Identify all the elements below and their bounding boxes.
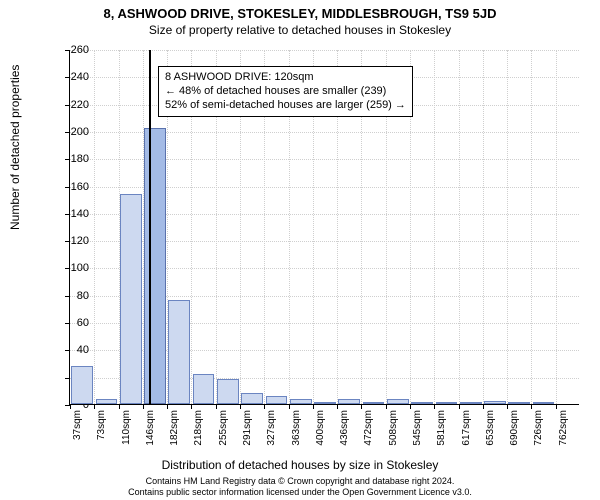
grid-line-v <box>556 50 557 404</box>
histogram-bar <box>266 396 288 404</box>
x-tick-label: 218sqm <box>193 410 204 446</box>
histogram-bar <box>314 402 336 404</box>
x-tick-mark <box>289 404 290 409</box>
grid-line-v <box>483 50 484 404</box>
x-tick-mark <box>94 404 95 409</box>
x-axis-title: Distribution of detached houses by size … <box>0 458 600 472</box>
x-tick-mark <box>410 404 411 409</box>
histogram-bar <box>484 401 506 404</box>
histogram-bar <box>193 374 215 404</box>
plot-area: 0204060801001201401601802002202402608 AS… <box>69 50 579 405</box>
x-tick-mark <box>361 404 362 409</box>
x-tick-label: 508sqm <box>388 410 399 446</box>
page-subtitle: Size of property relative to detached ho… <box>0 23 600 37</box>
x-tick-label: 363sqm <box>291 410 302 446</box>
y-tick-label: 80 <box>59 290 89 302</box>
copyright-line-2: Contains public sector information licen… <box>0 487 600 498</box>
x-tick-mark <box>337 404 338 409</box>
grid-line-h <box>70 50 579 51</box>
x-tick-label: 726sqm <box>533 410 544 446</box>
x-tick-label: 182sqm <box>169 410 180 446</box>
grid-line-v <box>434 50 435 404</box>
y-tick-label: 260 <box>59 44 89 56</box>
histogram-bar <box>338 399 360 404</box>
annotation-line: ← 48% of detached houses are smaller (23… <box>165 85 406 99</box>
x-tick-mark <box>264 404 265 409</box>
x-tick-mark <box>434 404 435 409</box>
title-block: 8, ASHWOOD DRIVE, STOKESLEY, MIDDLESBROU… <box>0 0 600 37</box>
histogram-bar <box>217 379 239 404</box>
grid-line-v <box>507 50 508 404</box>
x-tick-label: 110sqm <box>121 410 132 445</box>
annotation-line: 8 ASHWOOD DRIVE: 120sqm <box>165 71 406 85</box>
y-tick-label: 180 <box>59 153 89 165</box>
histogram-bar <box>290 399 312 404</box>
x-tick-mark <box>167 404 168 409</box>
copyright-line-1: Contains HM Land Registry data © Crown c… <box>0 476 600 487</box>
x-tick-label: 617sqm <box>461 410 472 446</box>
x-tick-mark <box>531 404 532 409</box>
x-tick-label: 690sqm <box>509 410 520 446</box>
grid-line-v <box>459 50 460 404</box>
x-tick-mark <box>386 404 387 409</box>
marker-line <box>149 50 151 404</box>
histogram-bar <box>168 300 190 404</box>
x-tick-mark <box>507 404 508 409</box>
grid-line-v <box>531 50 532 404</box>
x-tick-label: 255sqm <box>218 410 229 446</box>
x-tick-mark <box>240 404 241 409</box>
y-tick-label: 140 <box>59 208 89 220</box>
y-tick-label: 200 <box>59 126 89 138</box>
chart-container: 0204060801001201401601802002202402608 AS… <box>45 50 580 440</box>
histogram-bar <box>71 366 93 404</box>
histogram-bar <box>241 393 263 404</box>
y-tick-label: 120 <box>59 235 89 247</box>
x-tick-label: 327sqm <box>266 410 277 446</box>
x-tick-mark <box>143 404 144 409</box>
x-tick-mark <box>556 404 557 409</box>
x-tick-label: 472sqm <box>363 410 374 446</box>
y-tick-label: 160 <box>59 181 89 193</box>
grid-line-v <box>94 50 95 404</box>
x-tick-mark <box>216 404 217 409</box>
y-tick-label: 60 <box>59 317 89 329</box>
x-tick-label: 37sqm <box>72 410 83 440</box>
histogram-bar <box>96 399 118 404</box>
x-tick-label: 653sqm <box>485 410 496 446</box>
x-tick-label: 581sqm <box>436 410 447 446</box>
x-tick-label: 291sqm <box>242 410 253 446</box>
y-axis-title: Number of detached properties <box>8 65 22 230</box>
x-tick-mark <box>459 404 460 409</box>
histogram-bar <box>411 402 433 404</box>
annotation-line: 52% of semi-detached houses are larger (… <box>165 99 406 113</box>
x-tick-mark <box>70 404 71 409</box>
histogram-bar <box>460 402 482 404</box>
annotation-box: 8 ASHWOOD DRIVE: 120sqm← 48% of detached… <box>158 66 413 117</box>
histogram-bar <box>363 402 385 404</box>
y-tick-label: 220 <box>59 99 89 111</box>
copyright-footer: Contains HM Land Registry data © Crown c… <box>0 476 600 498</box>
x-tick-mark <box>313 404 314 409</box>
x-tick-mark <box>119 404 120 409</box>
y-tick-label: 40 <box>59 344 89 356</box>
x-tick-mark <box>191 404 192 409</box>
histogram-bar <box>387 399 409 404</box>
x-tick-label: 545sqm <box>412 410 423 446</box>
y-tick-label: 240 <box>59 71 89 83</box>
x-tick-label: 762sqm <box>558 410 569 446</box>
page-title: 8, ASHWOOD DRIVE, STOKESLEY, MIDDLESBROU… <box>0 6 600 21</box>
x-tick-label: 146sqm <box>145 410 156 446</box>
histogram-bar <box>533 402 555 404</box>
x-tick-mark <box>483 404 484 409</box>
histogram-bar <box>508 402 530 404</box>
x-tick-label: 436sqm <box>339 410 350 446</box>
x-tick-label: 400sqm <box>315 410 326 446</box>
histogram-bar <box>120 194 142 404</box>
histogram-bar <box>436 402 458 404</box>
x-tick-label: 73sqm <box>96 410 107 440</box>
histogram-bar <box>144 128 166 404</box>
y-tick-label: 100 <box>59 262 89 274</box>
